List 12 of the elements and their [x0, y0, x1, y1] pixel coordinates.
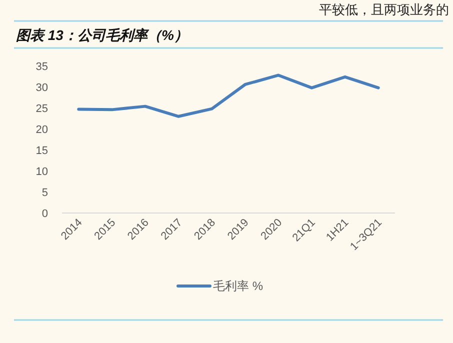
y-tick-label: 35: [36, 61, 48, 73]
y-tick-label: 25: [36, 103, 48, 115]
y-tick-label: 20: [36, 124, 48, 136]
y-tick-label: 30: [36, 82, 48, 94]
y-tick-label: 15: [36, 145, 48, 157]
y-tick-label: 10: [36, 166, 48, 178]
y-tick-label: 0: [42, 208, 48, 220]
text: 平较低，且两项业务的: [319, 2, 449, 17]
y-tick-label: 5: [42, 187, 48, 199]
line-series: [77, 74, 380, 118]
legend-label: 毛利率 %: [213, 279, 264, 293]
chart-title: 图表 13：公司毛利率（%）: [16, 27, 188, 43]
